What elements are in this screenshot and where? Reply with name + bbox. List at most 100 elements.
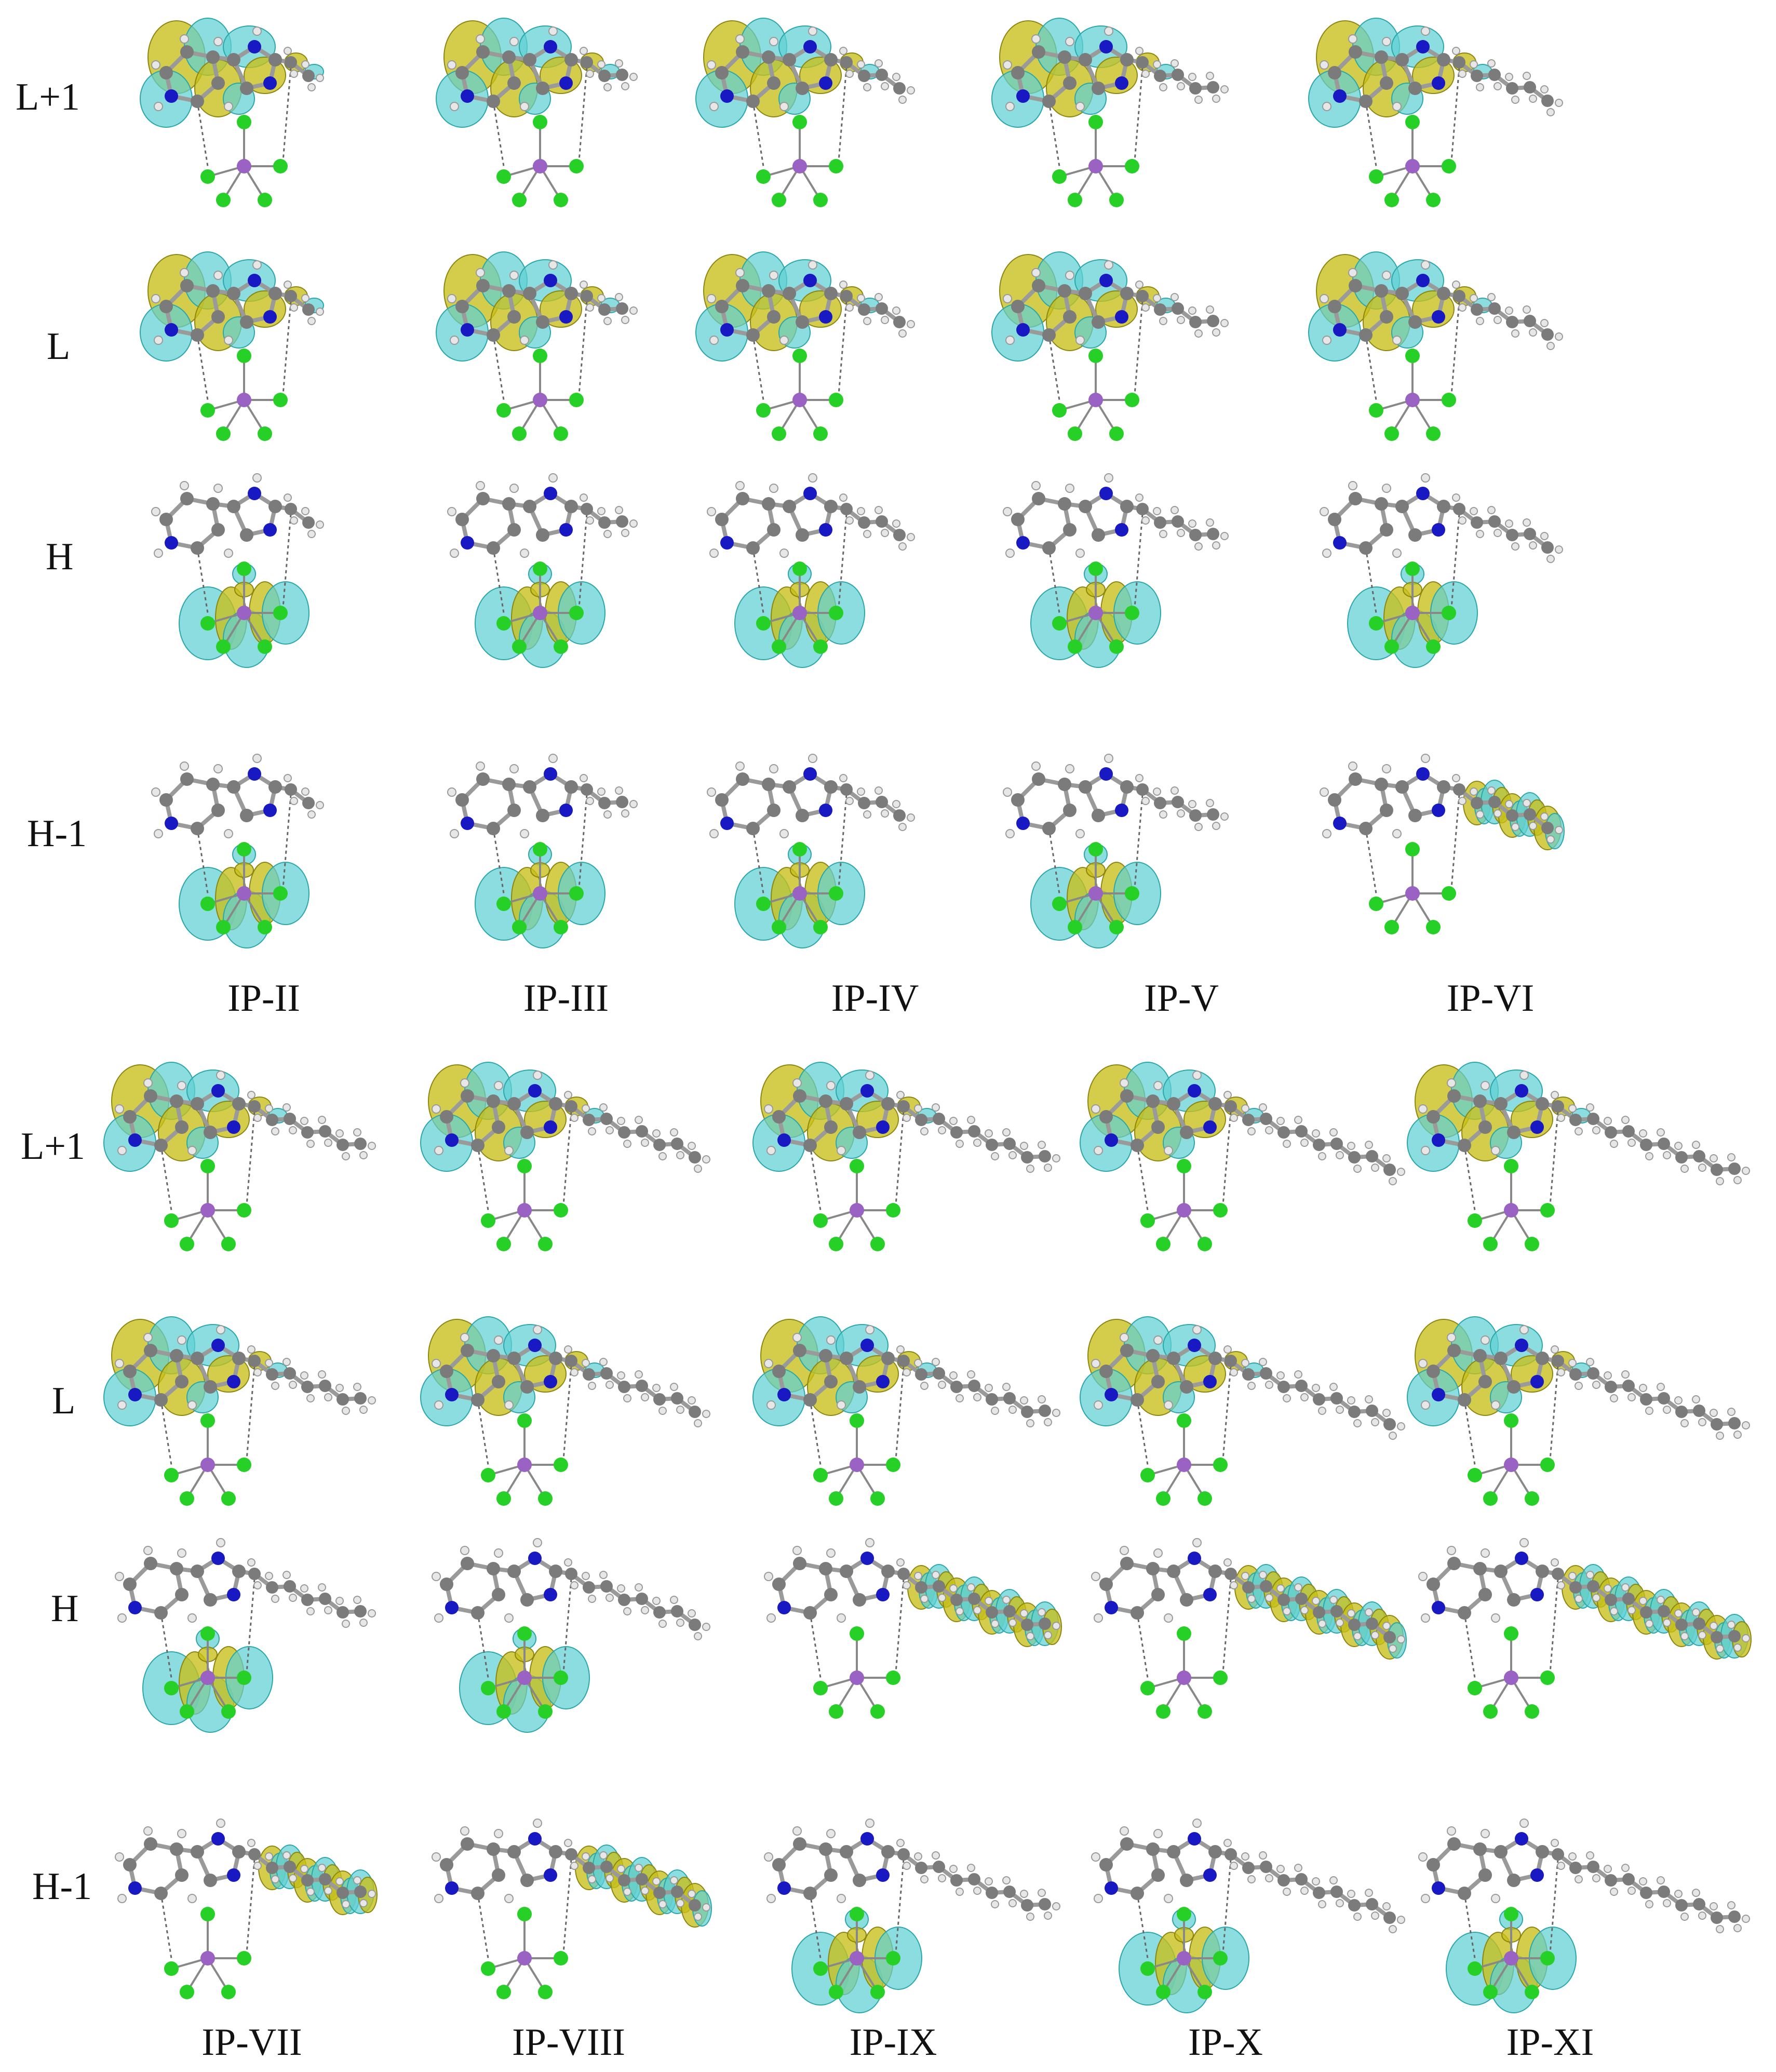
hydrogen-atom [1663,1619,1671,1627]
phosphorus-atom [517,1951,532,1966]
hydrogen-bond [809,1399,822,1465]
hydrogen-atom [938,1594,946,1602]
hydrogen-atom [956,1888,964,1896]
chlorine-atom [533,562,547,576]
bottom-orbital-panel [415,1054,737,1283]
carbon-atom [520,1380,534,1394]
hydrogen-atom [1546,342,1555,350]
carbon-atom [180,772,194,786]
chlorine-atom [1540,1458,1555,1472]
hydrogen-atom [808,754,817,763]
carbon-atom [507,76,521,90]
chlorine-atom [1525,1985,1539,1999]
hydrogen-atom [1692,1141,1700,1149]
carbon-atom [1328,300,1341,313]
carbon-atom [204,1874,217,1887]
top-orbital-panel [135,10,457,239]
chlorine-atom [1125,606,1139,620]
nitrogen-atom [165,323,178,337]
chlorine-atom [813,1213,828,1228]
carbon-atom [746,822,760,835]
chlorine-atom [200,1626,215,1641]
carbon-atom [240,82,253,95]
hydrogen-atom [1555,99,1563,107]
hydrogen-atom [1487,786,1496,795]
hydrogen-atom [1002,1876,1011,1884]
molecule-structure-icon [695,18,915,207]
hydrogen-atom [766,1613,776,1623]
carbon-atom [232,1097,246,1111]
hydrogen-atom [1265,1594,1273,1602]
carbon-atom [636,1125,648,1138]
hydrogen-bond [160,1612,172,1678]
carbon-atom [1622,1593,1635,1605]
hydrogen-atom [1519,1071,1529,1080]
nitrogen-atom [1099,40,1113,54]
chlorine-atom [496,1491,511,1506]
chlorine-atom [1369,616,1383,631]
hydrogen-atom [826,1081,836,1090]
hydrogen-bond [1365,335,1377,400]
carbon-atom [1120,287,1134,300]
carbon-atom [1541,328,1554,341]
carbon-atom [1330,1392,1343,1405]
nitrogen-atom [803,487,817,500]
phosphorus-atom [533,393,547,407]
hydrogen-bond [1365,547,1377,613]
nitrogen-atom [528,1084,542,1098]
nitrogen-atom [1203,1588,1217,1601]
hydrogen-atom [892,306,900,315]
hydrogen-atom [658,1152,667,1160]
molecule-structure-icon [991,18,1229,207]
carbon-atom [492,1120,505,1134]
hydrogen-atom [359,1151,368,1159]
chlorine-atom [1369,169,1383,184]
hydrogen-atom [476,761,485,771]
carbon-atom [266,1581,278,1594]
chlorine-atom [1177,1626,1191,1641]
hydrogen-atom [1546,555,1555,563]
nitrogen-atom [1416,487,1430,500]
hydrogen-bond [1463,1145,1476,1211]
chlorine-atom [1125,886,1139,901]
chlorine-atom [1504,1626,1518,1641]
hydrogen-atom [1418,1104,1428,1114]
molecule-structure-icon [1308,18,1563,207]
hydrogen-atom [857,787,865,796]
hydrogen-atom [1322,336,1331,345]
molecule-structure-icon [991,251,1229,441]
hydrogen-atom [586,516,594,525]
hydrogen-bond [477,1612,489,1678]
bottom-orbital-panel [1402,1309,1750,1538]
hydrogen-atom [1529,95,1537,103]
nitrogen-atom [248,487,261,500]
hydrogen-atom [1347,1142,1355,1150]
hydrogen-atom [1094,1146,1103,1155]
carbon-atom [1359,541,1373,555]
hydrogen-atom [582,1359,590,1367]
hydrogen-atom [1639,1877,1647,1886]
hydrogen-atom [949,1584,958,1593]
carbon-atom [1375,497,1388,511]
hydrogen-atom [702,1903,710,1911]
hydrogen-atom [316,74,324,82]
hydrogen-atom [792,1546,802,1555]
hydrogen-atom [1491,1894,1500,1903]
hydrogen-atom [898,329,907,338]
nitrogen-atom [211,1084,225,1098]
carbon-atom [1151,1868,1165,1882]
hydrogen-atom [1312,1384,1320,1392]
hydrogen-atom [1523,518,1531,527]
carbon-atom [986,1139,998,1151]
carbon-atom [285,503,297,515]
chlorine-atom [792,115,807,129]
hydrogen-atom [1104,260,1113,270]
hydrogen-atom [301,294,310,302]
nitrogen-atom [876,1868,890,1882]
hydrogen-atom [938,1381,946,1389]
hydrogen-atom [1075,336,1085,345]
molecule-structure-icon [140,18,324,207]
hydrogen-atom [769,764,778,773]
hydrogen-atom [1540,85,1549,93]
carbon-atom [1478,1588,1492,1601]
